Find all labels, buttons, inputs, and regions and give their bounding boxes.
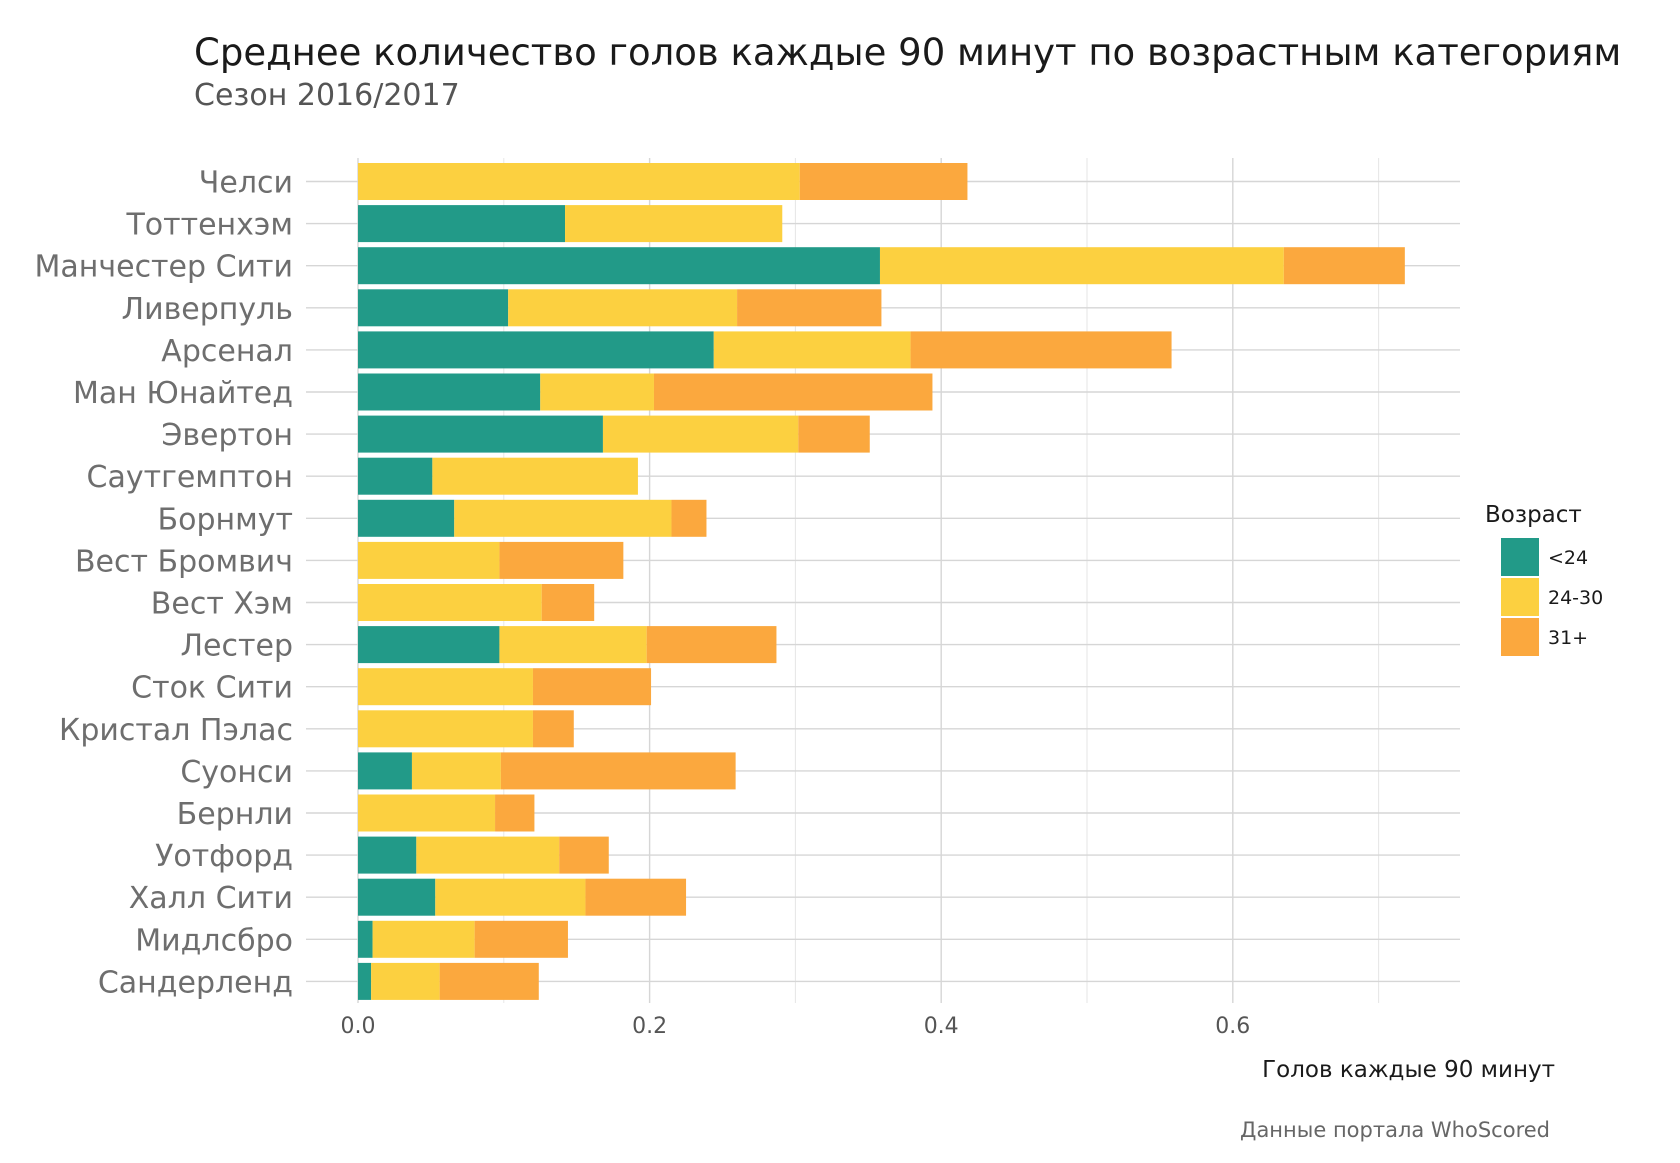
category-label-18: Мидлсбро (135, 923, 293, 958)
grid-lines (306, 158, 1460, 1003)
legend-swatch-0 (1501, 538, 1539, 576)
bar-18-series-1 (372, 920, 475, 958)
legend-label-0: <24 (1548, 547, 1588, 569)
bar-9-series-2 (499, 541, 624, 579)
category-label-14: Суонси (180, 755, 293, 790)
legend-label-1: 24-30 (1548, 587, 1603, 609)
legend-label-2: 31+ (1548, 627, 1588, 649)
bar-2-series-1 (879, 247, 1284, 285)
legend-swatch-2 (1501, 618, 1539, 656)
x-axis-title: Голов каждые 90 минут (1262, 1057, 1555, 1083)
category-labels: Челси Тоттенхэм Манчестер Сити Ливерпуль Арс… (35, 166, 294, 1001)
legend: Возраст <24 24-30 31+ (1485, 502, 1603, 656)
category-label-17: Халл Сити (129, 881, 293, 916)
bar-2-series-2 (1283, 247, 1405, 285)
legend-title: Возраст (1485, 502, 1582, 528)
bar-8-series-2 (671, 499, 707, 537)
category-label-8: Борнмут (158, 502, 293, 537)
category-label-13: Кристал Пэлас (59, 713, 293, 748)
legend-swatch-1 (1501, 578, 1539, 616)
x-tick-labels: 0.0 0.2 0.4 0.6 (341, 1014, 1251, 1039)
bar-1-series-0 (358, 205, 566, 243)
bar-5-series-2 (653, 373, 933, 411)
category-label-4: Арсенал (161, 334, 293, 369)
bar-9-series-1 (358, 541, 500, 579)
category-label-16: Уотфорд (155, 839, 293, 874)
category-label-6: Эвертон (161, 418, 293, 453)
bar-10-series-2 (541, 584, 595, 621)
bar-17-series-2 (585, 878, 687, 916)
bar-11-series-0 (358, 626, 500, 664)
bar-7-series-0 (358, 457, 433, 495)
bar-19-series-1 (371, 962, 440, 1000)
bar-0-series-1 (358, 163, 800, 200)
category-label-7: Саутгемптон (87, 460, 293, 495)
category-label-15: Бернли (177, 797, 293, 832)
bar-11-series-2 (646, 626, 777, 664)
bar-12-series-1 (358, 668, 533, 706)
category-label-11: Лестер (181, 629, 294, 664)
bar-1-series-1 (565, 205, 783, 243)
bar-10-series-1 (358, 584, 542, 621)
category-label-10: Вест Хэм (151, 587, 293, 622)
chart-title: Среднее количество голов каждые 90 минут… (194, 31, 1621, 74)
bars (358, 163, 1405, 1000)
bar-5-series-1 (540, 373, 654, 411)
bar-5-series-0 (358, 373, 541, 411)
category-label-5: Ман Юнайтед (73, 376, 293, 411)
bar-12-series-2 (532, 668, 652, 706)
chart-subtitle: Сезон 2016/2017 (194, 78, 460, 113)
bar-3-series-1 (508, 289, 738, 327)
bar-19-series-2 (439, 962, 539, 1000)
bar-13-series-2 (532, 710, 574, 748)
bar-11-series-1 (499, 626, 647, 664)
bar-16-series-1 (416, 836, 560, 874)
bar-7-series-1 (432, 457, 638, 495)
bar-4-series-1 (713, 331, 911, 369)
bar-17-series-1 (435, 878, 586, 916)
category-label-0: Челси (199, 166, 293, 201)
category-label-1: Тоттенхэм (125, 208, 293, 243)
bar-14-series-1 (411, 752, 501, 790)
bar-6-series-0 (358, 415, 603, 453)
category-label-3: Ливерпуль (122, 292, 293, 327)
bar-16-series-2 (559, 836, 609, 874)
bar-0-series-2 (799, 163, 968, 200)
bar-3-series-0 (358, 289, 509, 327)
bar-19-series-0 (358, 962, 372, 1000)
bar-4-series-0 (358, 331, 714, 369)
x-tick-label-1: 0.2 (632, 1014, 667, 1039)
bar-6-series-2 (798, 415, 870, 453)
bar-6-series-1 (602, 415, 799, 453)
bar-18-series-2 (474, 920, 568, 958)
category-label-2: Манчестер Сити (35, 250, 294, 285)
bar-15-series-2 (495, 794, 535, 832)
bar-14-series-2 (500, 752, 736, 790)
x-tick-label-2: 0.4 (924, 1014, 959, 1039)
bar-3-series-2 (737, 289, 882, 327)
category-label-19: Сандерленд (98, 965, 293, 1000)
x-tick-label-0: 0.0 (341, 1014, 376, 1039)
bar-17-series-0 (358, 878, 436, 916)
bar-15-series-1 (358, 794, 496, 832)
bar-16-series-0 (358, 836, 417, 874)
bar-8-series-1 (454, 499, 672, 537)
bar-2-series-0 (358, 247, 880, 285)
bar-13-series-1 (358, 710, 533, 748)
bar-18-series-0 (358, 920, 373, 958)
bar-14-series-0 (358, 752, 412, 790)
bar-8-series-0 (358, 499, 455, 537)
x-tick-label-3: 0.6 (1215, 1014, 1250, 1039)
category-label-12: Сток Сити (131, 671, 293, 706)
category-label-9: Вест Бромвич (75, 544, 293, 579)
caption: Данные портала WhoScored (1240, 1118, 1550, 1142)
bar-4-series-2 (910, 331, 1172, 369)
